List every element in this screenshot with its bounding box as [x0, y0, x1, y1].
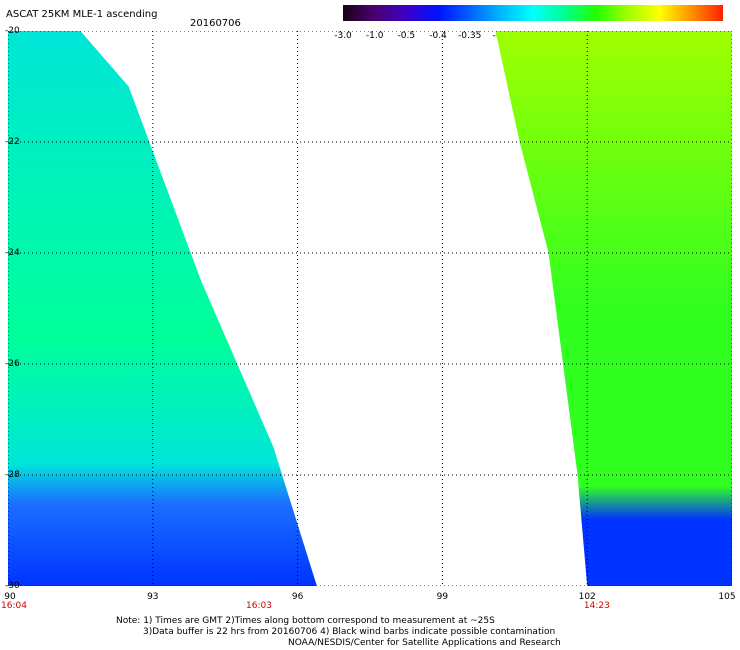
colorbar: -3.0-1.0-0.5-0.4-0.35-0.3-0.25-0.2-0.15-… — [334, 5, 730, 41]
lat-tick-label: -26 — [5, 359, 20, 369]
map-plot — [8, 31, 732, 586]
right-swath — [495, 31, 732, 586]
colorbar-gradient — [343, 5, 723, 21]
lon-tick-label: 102 — [578, 592, 596, 602]
time-label: 16:04 — [1, 601, 27, 611]
colorbar-tick-label: -0.4 — [429, 31, 447, 41]
lon-tick-label: 96 — [291, 592, 304, 602]
lat-tick-label: -30 — [5, 581, 20, 591]
lat-tick-label: -24 — [5, 248, 20, 258]
time-label: 14:23 — [583, 601, 610, 611]
lat-tick-label: -22 — [5, 137, 20, 147]
time-label: 16:03 — [246, 601, 272, 611]
lat-tick-label: -20 — [5, 26, 20, 36]
note-line-3: NOAA/NESDIS/Center for Satellite Applica… — [288, 638, 561, 648]
note-line-1: Note: 1) Times are GMT 2)Times along bot… — [116, 616, 495, 626]
colorbar-tick-label: -0.35 — [458, 31, 482, 41]
lon-tick-label: 90 — [4, 592, 16, 602]
note-line-2: 3)Data buffer is 22 hrs from 20160706 4)… — [143, 627, 556, 637]
colorbar-tick-label: -0.5 — [397, 31, 416, 41]
lat-tick-label: -28 — [5, 470, 20, 480]
lon-tick-label: 99 — [436, 592, 449, 602]
colorbar-tick-label: -1.0 — [365, 31, 384, 41]
lon-tick-label: 105 — [718, 592, 736, 602]
map-title: ASCAT 25KM MLE-1 ascending — [6, 9, 158, 20]
map-date: 20160706 — [190, 18, 241, 29]
lon-tick-label: 93 — [147, 592, 159, 602]
colorbar-tick-label: -3.0 — [334, 31, 352, 41]
left-swath — [8, 31, 317, 586]
